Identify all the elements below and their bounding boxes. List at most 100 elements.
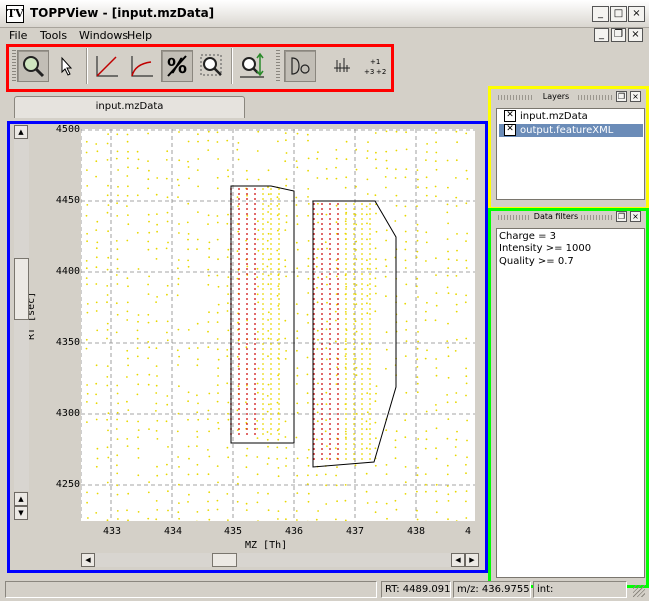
peak-point	[466, 232, 468, 235]
scroll-down-button[interactable]: ▼	[14, 506, 28, 520]
feature-peak	[262, 343, 264, 345]
layer-item-input[interactable]: ✕ input.mzData	[499, 110, 643, 123]
feature-peak	[313, 233, 315, 235]
feature-peak	[369, 373, 371, 375]
layer-checkbox[interactable]: ✕	[504, 110, 516, 122]
feature-peak	[313, 383, 315, 385]
peak-point	[365, 472, 368, 475]
feature-peak	[313, 238, 315, 240]
peak-point	[465, 294, 467, 297]
filter-item[interactable]: Quality >= 0.7	[499, 256, 574, 267]
peak-point	[188, 347, 191, 350]
dock-grip[interactable]	[498, 215, 530, 220]
feature-peak	[361, 233, 363, 235]
scroll-right-button[interactable]: ▶	[465, 553, 479, 567]
mdi-close-button[interactable]: ×	[628, 28, 643, 42]
vertical-scroll-thumb[interactable]	[14, 258, 29, 320]
layer-checkbox[interactable]: ✕	[504, 124, 516, 136]
dock-float-button[interactable]: ❐	[616, 211, 627, 222]
minimize-button[interactable]: _	[592, 6, 609, 22]
feature-peak	[246, 353, 248, 355]
dock-grip[interactable]	[578, 95, 612, 100]
peak-point	[446, 274, 449, 277]
scroll-left-button[interactable]: ◀	[451, 553, 465, 567]
menu-windows[interactable]: Windows	[79, 29, 129, 42]
peak-point	[455, 159, 458, 162]
peak-point	[196, 430, 198, 433]
feature-peak	[278, 333, 280, 335]
close-button[interactable]: ×	[628, 6, 645, 22]
feature-peak	[369, 348, 371, 350]
peak-point	[455, 520, 458, 521]
horizontal-scroll-thumb[interactable]	[212, 553, 237, 567]
peak-point	[115, 428, 118, 430]
feature-peak	[337, 413, 339, 415]
charge-states-button[interactable]: +1 +3 +2	[359, 50, 391, 82]
feature-peak	[361, 258, 363, 260]
feature-peak	[246, 223, 248, 225]
zoom-mode-button[interactable]	[17, 50, 49, 82]
menu-tools[interactable]: Tools	[40, 29, 68, 42]
maximize-button[interactable]: □	[610, 6, 627, 22]
dock-grip[interactable]	[498, 95, 534, 100]
peak-point	[366, 150, 369, 152]
toolbar-grip[interactable]	[12, 50, 16, 82]
mdi-minimize-button[interactable]: _	[594, 28, 609, 42]
peak-point	[167, 509, 169, 512]
menu-file[interactable]: File	[9, 29, 28, 42]
peak-point	[316, 403, 319, 406]
feature-peak	[254, 188, 256, 190]
peak-point	[447, 250, 449, 253]
feature-peak	[246, 323, 248, 325]
peak-point	[86, 185, 89, 187]
filter-item[interactable]: Intensity >= 1000	[499, 243, 592, 254]
menu-help[interactable]: Help	[127, 29, 153, 42]
feature-peak	[337, 383, 339, 385]
peak-point	[335, 157, 338, 160]
linear-intensity-button[interactable]	[91, 50, 123, 82]
peak-point	[307, 257, 310, 260]
mdi-restore-button[interactable]: ❐	[611, 28, 626, 42]
feature-peak	[238, 198, 240, 200]
peak-point	[85, 267, 88, 270]
projections-button[interactable]	[284, 50, 316, 82]
dock-close-button[interactable]: ×	[630, 91, 641, 102]
filter-item[interactable]: Charge = 3	[499, 231, 556, 242]
feature-peak	[246, 203, 248, 205]
dock-float-button[interactable]: ❐	[616, 91, 627, 102]
scroll-left-button[interactable]: ◀	[81, 553, 95, 567]
feature-peak	[353, 213, 355, 215]
peak-point	[417, 466, 419, 469]
plot-canvas[interactable]	[81, 129, 475, 521]
peak-point	[434, 160, 437, 162]
peak-point	[405, 340, 408, 342]
tab-input-mzdata[interactable]: input.mzData	[14, 96, 245, 118]
feature-peak	[262, 208, 264, 210]
peak-point	[394, 499, 397, 502]
peak-point	[435, 490, 437, 493]
layer-item-features[interactable]: ✕ output.featureXML	[499, 124, 643, 137]
log-intensity-button[interactable]	[126, 50, 158, 82]
show-peaks-button[interactable]	[326, 50, 358, 82]
dock-grip[interactable]	[581, 215, 612, 220]
dock-close-button[interactable]: ×	[630, 211, 641, 222]
zoom-scale-button[interactable]	[236, 50, 268, 82]
peak-point	[126, 277, 129, 280]
horizontal-scrollbar[interactable]	[95, 553, 463, 567]
feature-peak	[278, 373, 280, 375]
feature-peak	[270, 283, 272, 285]
peak-point	[296, 457, 299, 460]
feature-peak	[329, 388, 331, 390]
peak-point	[246, 178, 249, 181]
reset-zoom-button[interactable]	[196, 50, 228, 82]
scroll-up-button[interactable]: ▲	[14, 125, 28, 139]
toolbar-grip[interactable]	[276, 50, 280, 82]
size-grip[interactable]	[633, 585, 645, 597]
peak-point	[178, 483, 180, 486]
peak-point	[196, 473, 199, 476]
scroll-up-button[interactable]: ▲	[14, 492, 28, 506]
percentage-intensity-button[interactable]: %	[161, 50, 193, 82]
select-mode-button[interactable]	[51, 50, 83, 82]
peak-point	[334, 310, 337, 313]
feature-peak	[361, 308, 363, 310]
